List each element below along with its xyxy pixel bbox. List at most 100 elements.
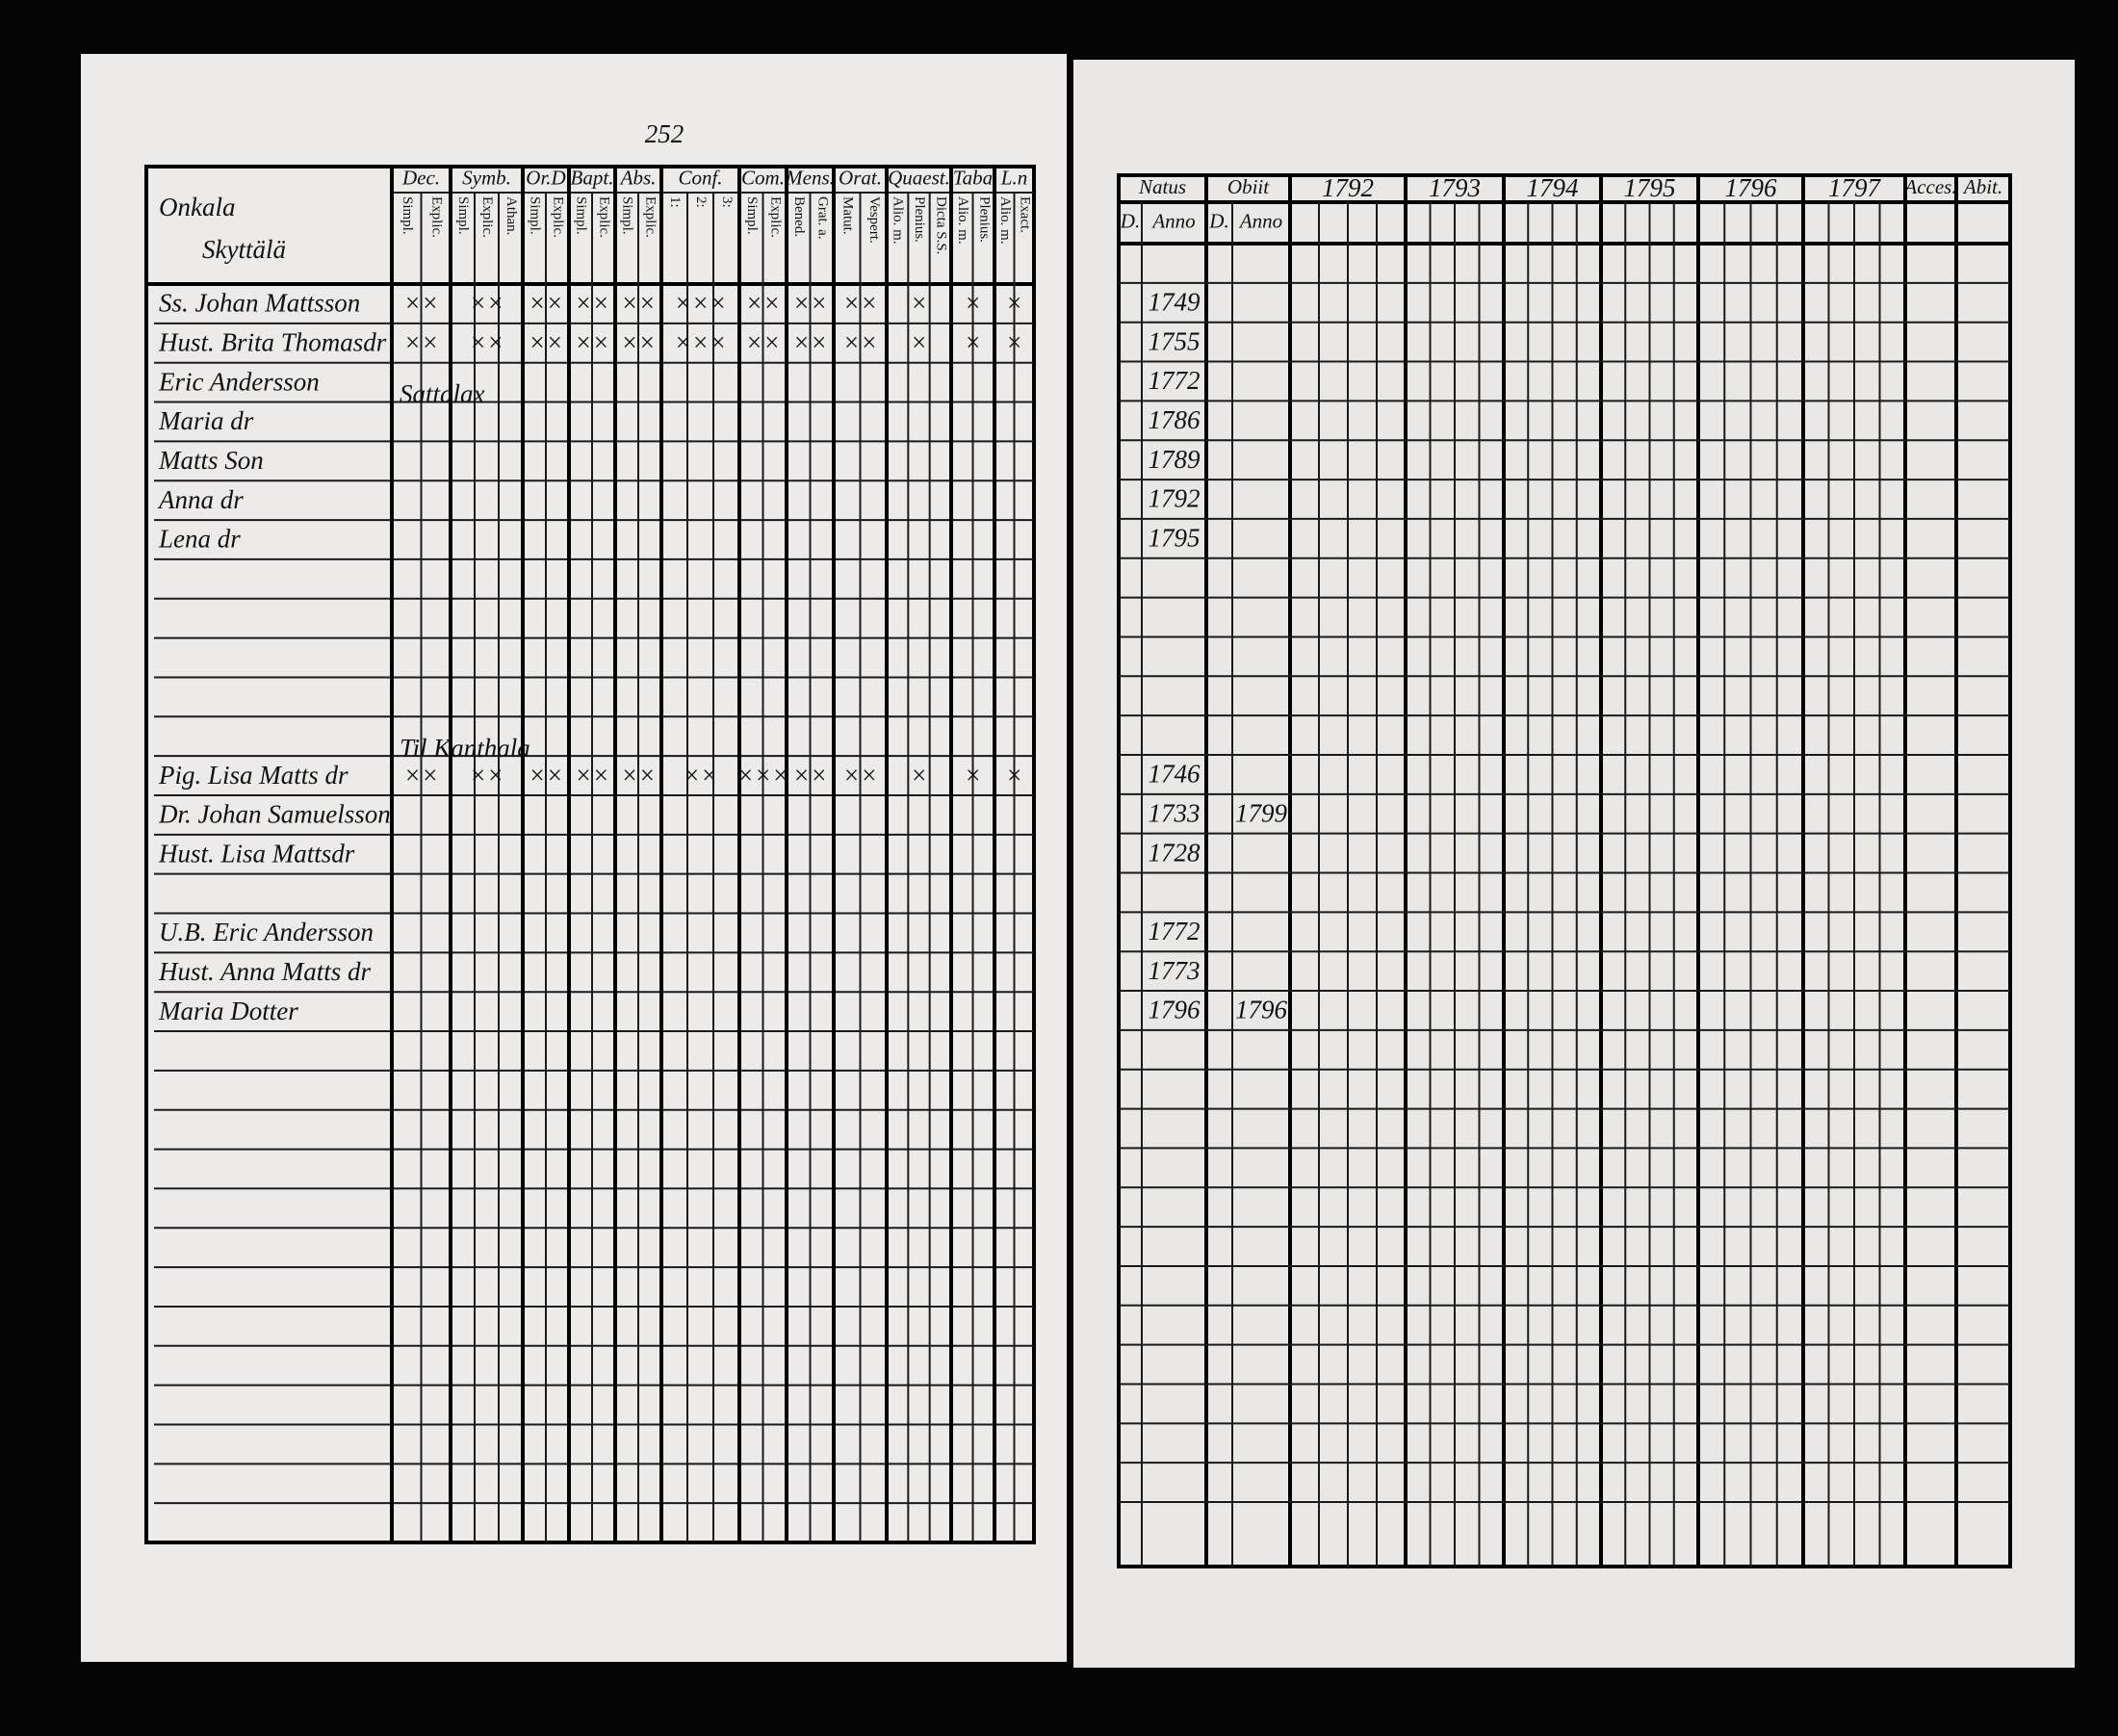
column-subhead: 3: [719, 196, 735, 208]
birth-year: 1789 [1149, 445, 1201, 474]
column-subhead: Simpl. [620, 196, 635, 235]
column-head: Dec. [401, 166, 440, 189]
note: Sattalax [400, 379, 485, 408]
catechism-mark: × [910, 289, 927, 318]
column-subhead: Alio. m. [891, 196, 906, 245]
catechism-mark: ×× [403, 289, 438, 318]
column-head: Symb. [462, 166, 511, 189]
column-subhead: Matut. [839, 196, 855, 235]
year-head: 1792 [1322, 173, 1374, 202]
catechism-mark: × [964, 328, 981, 357]
catechism-mark: ×× [529, 328, 563, 357]
birth-year: 1773 [1149, 956, 1201, 985]
column-subhead: 2: [693, 196, 709, 208]
left-table: Onkala Skyttälä Dec. Simpl. Explic. Symb. Simp… [144, 165, 1036, 1544]
catechism-mark: ×× [621, 289, 656, 318]
catechism-mark: ×× [745, 289, 780, 318]
catechism-mark: ×× [575, 761, 609, 790]
person-name: U.B. Eric Andersson [159, 918, 374, 946]
birth-year: 1772 [1149, 917, 1201, 946]
column-subhead: Exact. [1017, 196, 1032, 233]
catechism-mark: ×× [792, 289, 827, 318]
person-name: Pig. Lisa Matts dr [158, 761, 349, 790]
catechism-mark: ×× [575, 289, 609, 318]
person-name: Maria dr [158, 406, 254, 435]
column-head: Quaest. [888, 166, 950, 189]
column-subhead: Bened. [791, 196, 807, 237]
catechism-mark: ××× [736, 761, 789, 790]
column-subhead: Grat. a. [814, 196, 830, 240]
catechism-mark: ×× [469, 761, 504, 790]
column-subhead: Explic. [767, 196, 783, 238]
column-head: Taba [953, 166, 993, 189]
catechism-mark: ×× [842, 328, 877, 357]
person-name: Maria Dotter [158, 997, 298, 1025]
table-frame [144, 165, 1036, 1544]
person-name: Matts Son [158, 446, 264, 475]
column-subhead: Simpl. [400, 196, 415, 235]
column-subhead: Explic. [597, 196, 612, 238]
place: Skyttälä [202, 235, 286, 264]
catechism-mark: × [1005, 289, 1022, 318]
catechism-mark: ×× [792, 761, 827, 790]
catechism-mark: ×× [529, 289, 563, 318]
place: Onkala [159, 193, 235, 221]
column-subhead: Simpl. [455, 196, 471, 235]
right-page [1073, 60, 2075, 1668]
catechism-mark: ×× [529, 761, 563, 790]
column-subhead: Plenius. [912, 196, 927, 243]
birth-year: 1749 [1149, 288, 1201, 317]
column-subhead: Explic. [643, 196, 659, 238]
year-head: 1795 [1624, 173, 1676, 202]
column-subhead: Alio. m. [997, 196, 1013, 245]
year-head: 1794 [1527, 173, 1579, 202]
birth-year: 1796 [1149, 996, 1201, 1024]
catechism-mark: ×× [469, 328, 504, 357]
column-subhead: Explic. [428, 196, 444, 238]
person-name: Anna dr [157, 485, 244, 514]
column-subhead: Vespert. [866, 196, 882, 244]
birth-year: 1728 [1149, 838, 1201, 867]
birth-year: 1786 [1149, 405, 1201, 434]
column-head: Natus [1138, 175, 1186, 198]
catechism-mark: ××× [674, 289, 727, 318]
column-head: Orat. [839, 166, 882, 189]
catechism-mark: ×× [792, 328, 827, 357]
column-subhead: Athan. [504, 196, 519, 235]
page-number: 252 [645, 119, 684, 148]
column-subhead: Plenius. [976, 196, 992, 243]
column-subhead: Anno [1150, 209, 1195, 232]
catechism-mark: ×× [403, 761, 438, 790]
catechism-mark: × [1005, 761, 1022, 790]
death-year: 1796 [1235, 996, 1288, 1024]
catechism-mark: × [1005, 328, 1022, 357]
catechism-mark: ×× [403, 328, 438, 357]
column-subhead: Dicta S.S. [933, 196, 948, 254]
column-subhead: 1: [667, 196, 683, 208]
column-head: Obiit [1227, 175, 1270, 198]
catechism-mark: × [964, 289, 981, 318]
column-head: Acces. [1902, 175, 1956, 198]
birth-year: 1772 [1149, 366, 1201, 395]
catechism-mark: ×× [575, 328, 609, 357]
column-subhead: D. [1120, 209, 1140, 232]
year-head: 1793 [1429, 173, 1481, 202]
catechism-mark: × [910, 761, 927, 790]
column-head: Abit. [1962, 175, 2002, 198]
column-head: L.n [1000, 166, 1027, 189]
column-subhead: Alio. m. [955, 196, 970, 245]
column-head: Or.D [526, 166, 565, 189]
column-subhead: Simpl. [574, 196, 589, 235]
column-subhead: Anno [1238, 209, 1282, 232]
catechism-mark: × [910, 328, 927, 357]
column-head: Abs. [619, 166, 657, 189]
catechism-mark: ×× [469, 289, 504, 318]
birth-year: 1755 [1149, 326, 1201, 355]
death-year: 1799 [1235, 798, 1288, 827]
person-name: Hust. Brita Thomasdr [158, 328, 387, 357]
column-head: Conf. [678, 166, 722, 189]
person-name: Dr. Johan Samuelsson [158, 800, 391, 829]
column-subhead: Explic. [551, 196, 566, 238]
right-table: Natus D. Anno Obiit D. Anno 1792 1793 1794 1795 17… [1117, 173, 2012, 1568]
